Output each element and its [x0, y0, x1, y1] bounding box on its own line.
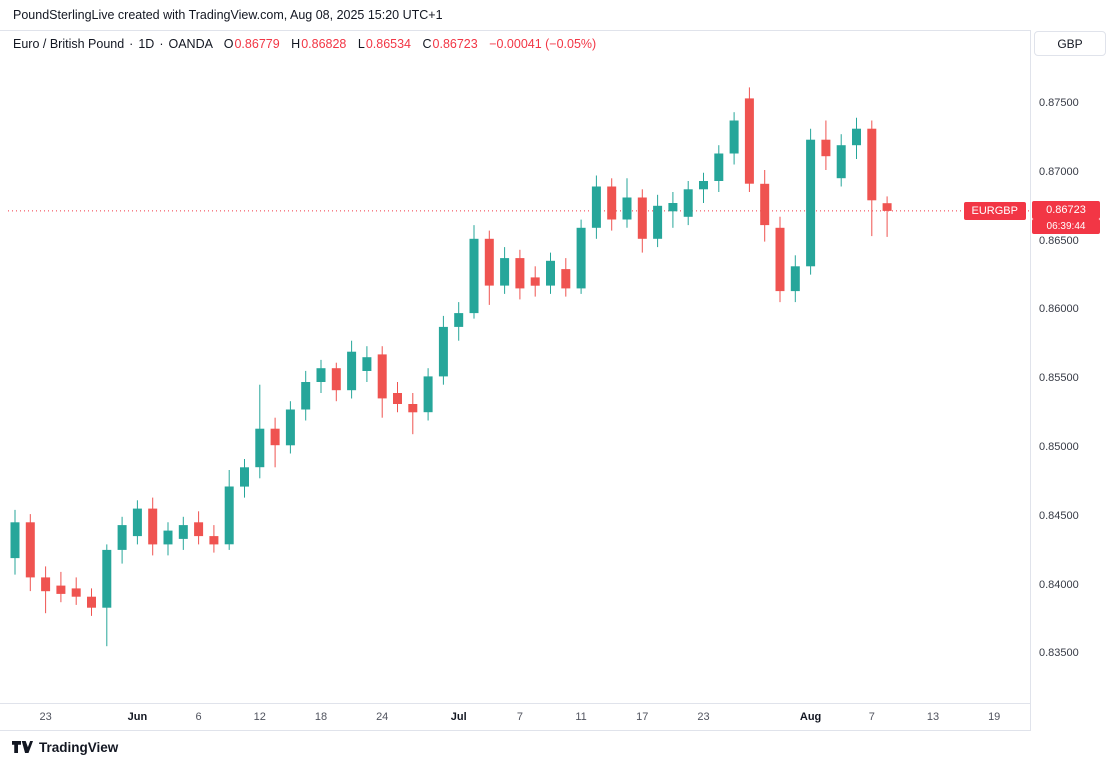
low-value: 0.86534 [365, 37, 411, 51]
time-tick-label: 23 [697, 711, 710, 723]
attribution-text: PoundSterlingLive created with TradingVi… [13, 8, 443, 22]
time-tick-label: 11 [575, 711, 587, 723]
high-value: 0.86828 [301, 37, 347, 51]
time-tick-label: 24 [376, 711, 389, 723]
price-tick-label: 0.85000 [1039, 441, 1079, 453]
tradingview-logo-text: TradingView [39, 739, 119, 755]
price-tick-label: 0.87000 [1039, 165, 1079, 178]
price-tick-label: 0.84500 [1039, 509, 1079, 522]
last-price-symbol-pill: EURGBP [963, 201, 1026, 220]
symbol-title[interactable]: Euro / British Pound [13, 37, 125, 51]
price-tick-label: 0.84000 [1039, 578, 1079, 591]
price-tick-label: 0.83500 [1039, 647, 1079, 660]
last-price-axis-label: 0.86723 [1032, 200, 1100, 219]
time-tick-label: 18 [314, 711, 328, 723]
footer-bar: TradingView [0, 731, 1110, 763]
legend-separator: · [159, 37, 164, 51]
tradingview-logo[interactable]: TradingView [12, 739, 118, 755]
time-tick-label: 7 [516, 711, 523, 723]
candlestick-chart[interactable] [0, 31, 1030, 704]
attribution-bar: PoundSterlingLive created with TradingVi… [0, 0, 1110, 30]
close-letter: C [422, 37, 432, 51]
chart-area[interactable]: Euro / British Pound · 1D · OANDA O0.86779 H… [0, 30, 1110, 703]
time-tick-label: 17 [636, 711, 649, 723]
price-tick-label: 0.86500 [1039, 234, 1079, 247]
time-tick-label: Jun [127, 711, 148, 723]
low-letter: L [357, 37, 365, 51]
time-tick-label: 7 [868, 711, 875, 723]
bar-close-countdown: 06:39:44 [1032, 218, 1100, 234]
currency-button[interactable]: GBP [1034, 31, 1106, 56]
price-tick-label: 0.85500 [1039, 372, 1079, 385]
open-value: 0.86779 [234, 37, 280, 51]
time-tick-label: Jul [450, 711, 467, 723]
time-tick-label: Aug [799, 711, 822, 723]
change-value: −0.00041 (−0.05%) [489, 37, 597, 51]
time-tick-label: 19 [988, 711, 1001, 723]
time-tick-label: 12 [253, 711, 266, 723]
time-tick-label: 13 [926, 711, 940, 723]
open-letter: O [223, 37, 234, 51]
price-axis[interactable]: GBP 0.87500 0.87000 0.86500 0.86000 0.85500 0… [1030, 30, 1110, 731]
interval-label[interactable]: 1D [138, 37, 155, 51]
price-tick-label: 0.87500 [1039, 96, 1079, 109]
high-letter: H [291, 37, 301, 51]
close-value: 0.86723 [432, 37, 478, 51]
time-tick-label: 23 [39, 711, 52, 723]
tradingview-logo-icon [12, 741, 33, 753]
exchange-label[interactable]: OANDA [168, 37, 213, 51]
chart-legend[interactable]: Euro / British Pound · 1D · OANDA O0.86779 H… [13, 37, 596, 51]
price-tick-label: 0.86000 [1039, 303, 1079, 316]
time-axis[interactable]: 23 Jun 6 12 18 24 Jul 7 11 17 23 Aug 7 13 19 [0, 703, 1110, 731]
legend-separator: · [129, 37, 134, 51]
time-tick-label: 6 [195, 711, 202, 723]
